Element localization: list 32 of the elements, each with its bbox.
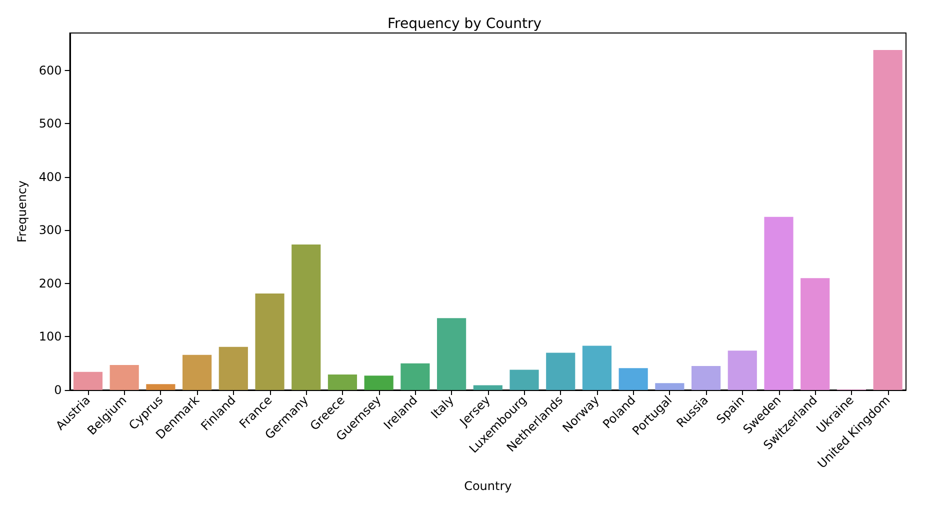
bar [510, 370, 539, 390]
bar [146, 384, 176, 390]
bar [292, 244, 321, 390]
bar [473, 385, 502, 390]
x-axis-title: Country [464, 479, 512, 493]
y-tick-label: 300 [38, 223, 62, 238]
bar [764, 216, 794, 390]
bar [728, 350, 757, 390]
bar [328, 374, 358, 390]
bar [364, 376, 394, 390]
bar [582, 346, 612, 390]
bar [800, 278, 830, 390]
bar [110, 364, 139, 390]
bar [255, 294, 284, 390]
bar [692, 366, 721, 390]
bar [655, 383, 684, 390]
bar [873, 50, 902, 390]
bar [182, 354, 212, 390]
y-tick-label: 500 [38, 116, 62, 131]
bar [437, 318, 466, 390]
y-tick-label: 200 [38, 276, 62, 290]
y-tick-label: 0 [54, 383, 62, 397]
bar [73, 372, 103, 390]
bar [400, 363, 430, 390]
bar [546, 352, 576, 390]
bar [618, 368, 648, 390]
bar [218, 346, 248, 390]
y-tick-label: 600 [38, 63, 62, 78]
y-tick-label: 100 [38, 330, 62, 344]
chart-title: Frequency by Country [387, 16, 542, 32]
y-axis-title: Frequency [15, 180, 29, 242]
y-tick-label: 400 [38, 170, 62, 184]
